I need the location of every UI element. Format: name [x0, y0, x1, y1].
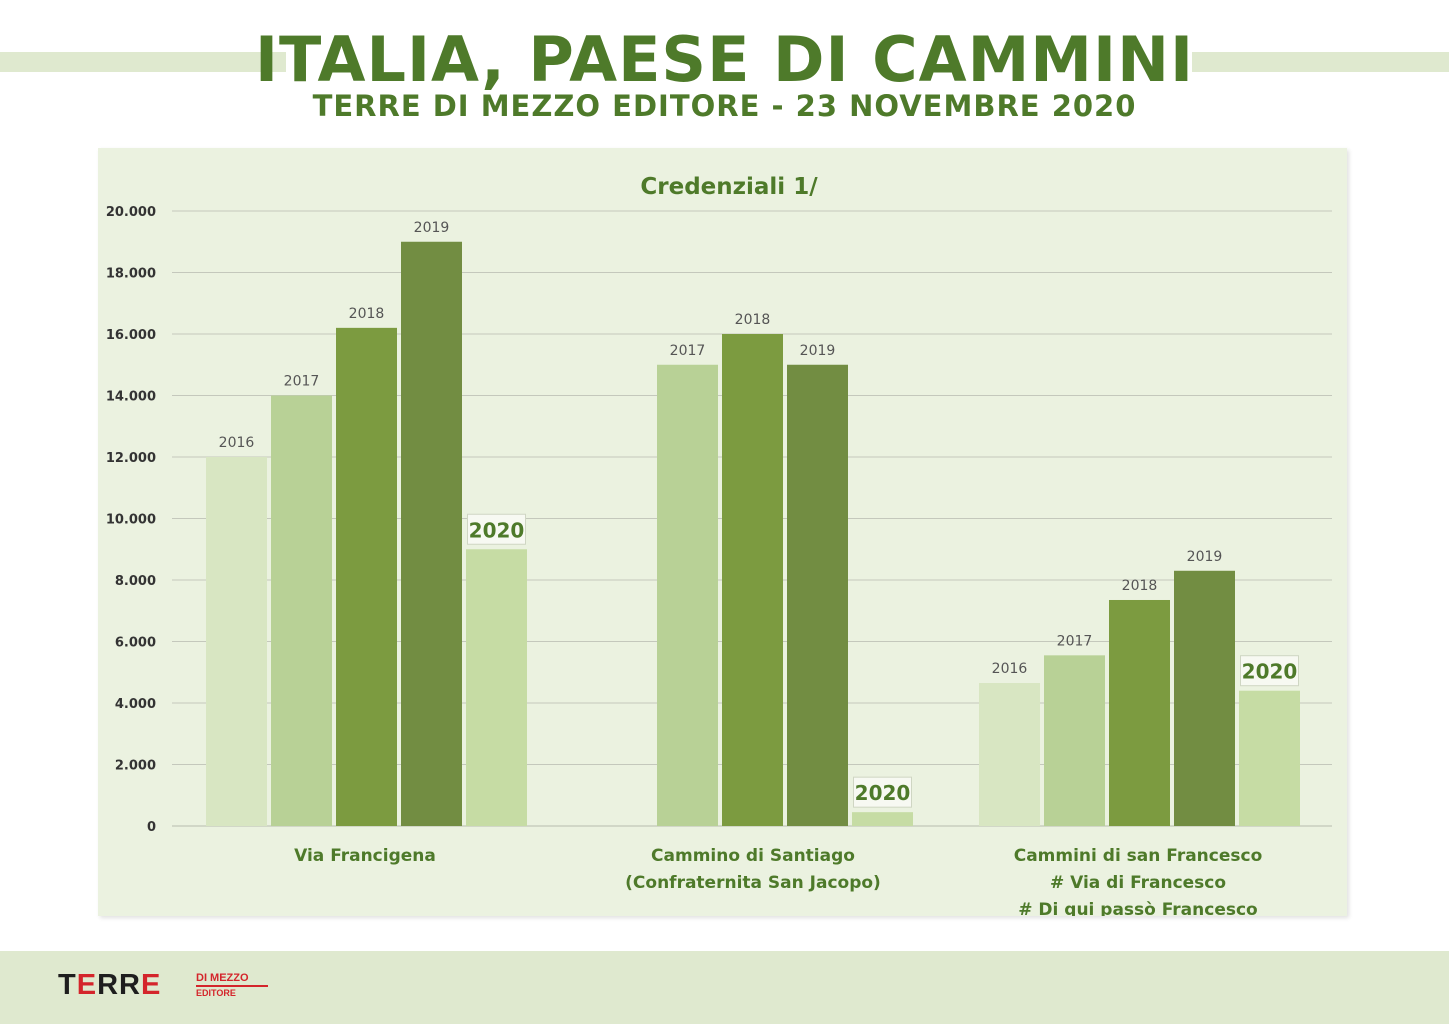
y-tick-label: 20.000	[106, 205, 156, 220]
logo-editore: EDITORE	[196, 988, 236, 998]
category-label: # Di qui passò Francesco	[1018, 900, 1257, 916]
logo-letter: E	[76, 969, 98, 1001]
y-tick-label: 16.000	[106, 328, 156, 343]
bar	[1174, 570, 1235, 826]
logo-rule	[196, 985, 268, 987]
chart-panel: Credenziali 1/ 0 2.000 4.000 6.000 8.000 10.0…	[98, 148, 1347, 916]
chart-title: Credenziali 1/	[640, 174, 818, 200]
bar	[852, 812, 913, 826]
y-tick-label: 14.000	[106, 390, 156, 405]
bar	[1044, 655, 1105, 826]
bar-label: 2020	[1242, 660, 1298, 684]
bar-label: 2016	[992, 661, 1028, 677]
bar-label-box	[853, 776, 912, 808]
y-tick-label: 2.000	[115, 759, 156, 774]
bar	[336, 327, 397, 826]
bar-label: 2020	[469, 518, 525, 542]
y-axis-ticks: 0 2.000 4.000 6.000 8.000 10.000 12.000 14.000 1…	[106, 205, 156, 835]
bar	[657, 364, 718, 826]
y-tick-label: 8.000	[115, 574, 156, 589]
bar	[722, 334, 783, 826]
y-tick-label: 6.000	[115, 636, 156, 651]
logo-terre: TERRE	[58, 970, 161, 1000]
header-band-right	[1192, 52, 1449, 72]
bar	[787, 364, 848, 826]
y-tick-label: 12.000	[106, 451, 156, 466]
category-label: Cammini di san Francesco	[1014, 846, 1263, 866]
bar-label: 2016	[219, 435, 255, 451]
category-label: Via Francigena	[294, 846, 436, 866]
bar	[271, 395, 332, 826]
logo-di-mezzo: DI MEZZO	[196, 972, 249, 984]
bar-label: 2017	[670, 343, 706, 359]
bar-label: 2017	[1057, 633, 1093, 649]
bar-label-box	[467, 513, 526, 545]
category-labels: Via Francigena Cammino di Santiago (Confra…	[294, 846, 1262, 916]
page-title: ITALIA, PAESE DI CAMMINI	[254, 23, 1195, 96]
bar	[1109, 599, 1170, 826]
bar-label: 2017	[284, 374, 320, 390]
y-tick-label: 10.000	[106, 513, 156, 528]
bars	[206, 241, 1300, 826]
footer-band	[0, 951, 1449, 1024]
bar	[401, 241, 462, 826]
logo-letter: R	[97, 969, 120, 1001]
bar-chart: Credenziali 1/ 0 2.000 4.000 6.000 8.000 10.0…	[106, 174, 1332, 916]
y-tick-label: 18.000	[106, 267, 156, 282]
logo-letter: T	[58, 969, 77, 1001]
bar-labels: 2016 2017 2018 2019 2020 2017 2018 2019 2020 2016…	[219, 220, 1299, 808]
logo-letter: E	[140, 969, 162, 1001]
header-band-left	[0, 52, 286, 72]
y-tick-label: 4.000	[115, 697, 156, 712]
bar-label: 2019	[414, 220, 450, 236]
bar-label: 2018	[735, 312, 771, 328]
page-subtitle: TERRE DI MEZZO EDITORE - 23 NOVEMBRE 202…	[312, 89, 1137, 123]
bar	[206, 457, 267, 826]
category-label: # Via di Francesco	[1050, 873, 1226, 893]
bar-label: 2020	[855, 781, 911, 805]
bar-label-box	[1240, 655, 1299, 687]
bar-label: 2018	[349, 306, 385, 322]
bar	[466, 549, 527, 826]
category-label: Cammino di Santiago	[651, 846, 855, 866]
category-label: (Confraternita San Jacopo)	[625, 873, 881, 893]
bar-label: 2019	[1187, 549, 1223, 565]
bar	[1239, 690, 1300, 826]
logo-side-text: DI MEZZO EDITORE	[196, 972, 268, 998]
y-tick-label: 0	[147, 820, 156, 835]
bar-label: 2018	[1122, 578, 1158, 594]
logo-letter: R	[119, 969, 141, 1001]
bar-label: 2019	[800, 343, 836, 359]
bar	[979, 683, 1040, 826]
